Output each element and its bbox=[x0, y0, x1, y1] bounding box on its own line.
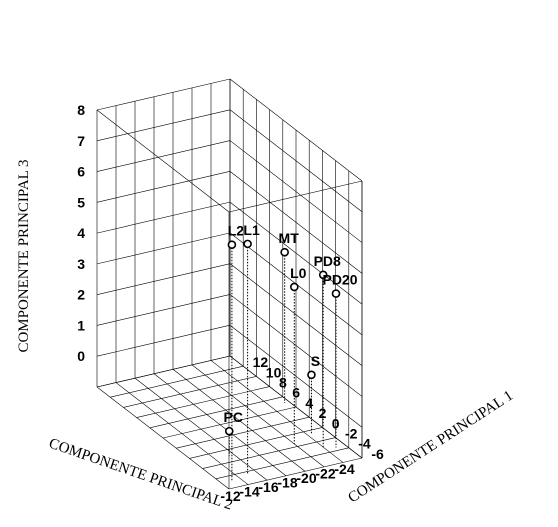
point-label: L0 bbox=[290, 265, 307, 281]
floor-grid-line bbox=[137, 387, 270, 418]
z-axis-label: COMPONENTE PRINCIPAL 3 bbox=[16, 159, 32, 352]
z-tick-label: 5 bbox=[77, 194, 85, 210]
data-point bbox=[281, 249, 288, 256]
x-tick-label: -2 bbox=[345, 426, 358, 442]
point-label: PC bbox=[224, 409, 243, 425]
wall-grid-line bbox=[97, 202, 230, 233]
point-label: MT bbox=[279, 230, 300, 246]
data-point bbox=[244, 240, 251, 247]
data-point bbox=[291, 283, 298, 290]
data-point bbox=[226, 428, 233, 435]
z-tick-label: 7 bbox=[77, 133, 85, 149]
point-label: PD8 bbox=[314, 253, 341, 269]
wall-grid-line bbox=[97, 325, 230, 356]
wall-grid-line bbox=[97, 141, 230, 172]
floor-grid-line bbox=[203, 438, 336, 469]
point-label: L2 bbox=[228, 223, 245, 239]
point-label: PD20 bbox=[322, 272, 357, 288]
wall-grid-line bbox=[97, 264, 230, 295]
z-tick-label: 8 bbox=[77, 102, 85, 118]
wall-grid-line bbox=[97, 294, 230, 325]
x-tick-label: -6 bbox=[371, 446, 384, 462]
point-label: S bbox=[311, 353, 320, 369]
z-tick-label: 6 bbox=[77, 164, 85, 180]
y-axis-label: COMPONENTE PRINCIPAL 2 bbox=[47, 436, 235, 514]
wall-grid-line bbox=[97, 79, 230, 110]
data-point bbox=[333, 290, 340, 297]
y-tick-label: -20 bbox=[296, 470, 316, 486]
y-tick-label: -16 bbox=[258, 479, 278, 495]
wall-grid-line bbox=[97, 356, 230, 387]
point-label: L1 bbox=[243, 222, 260, 238]
floor-grid-line bbox=[150, 397, 283, 428]
x-tick-label: 2 bbox=[319, 405, 327, 421]
floor-grid-line bbox=[110, 366, 243, 397]
data-point bbox=[308, 371, 315, 378]
y-tick-label: -24 bbox=[334, 461, 354, 477]
x-tick-label: 8 bbox=[279, 375, 287, 391]
x-tick-label: -4 bbox=[358, 436, 371, 452]
y-tick-label: -18 bbox=[277, 475, 297, 491]
data-point bbox=[228, 241, 235, 248]
y-tick-label: -22 bbox=[315, 466, 335, 482]
x-tick-label: 4 bbox=[305, 395, 313, 411]
x-tick-label: 6 bbox=[292, 385, 300, 401]
z-tick-label: 1 bbox=[77, 317, 85, 333]
z-tick-label: 2 bbox=[77, 287, 85, 303]
wall-grid-line bbox=[97, 233, 230, 264]
y-tick-label: -14 bbox=[239, 483, 259, 499]
z-tick-label: 3 bbox=[77, 256, 85, 272]
floor-grid-line bbox=[189, 427, 322, 458]
floor-grid-line bbox=[123, 376, 256, 407]
z-tick-label: 4 bbox=[77, 225, 85, 241]
z-tick-label: 0 bbox=[77, 348, 85, 364]
